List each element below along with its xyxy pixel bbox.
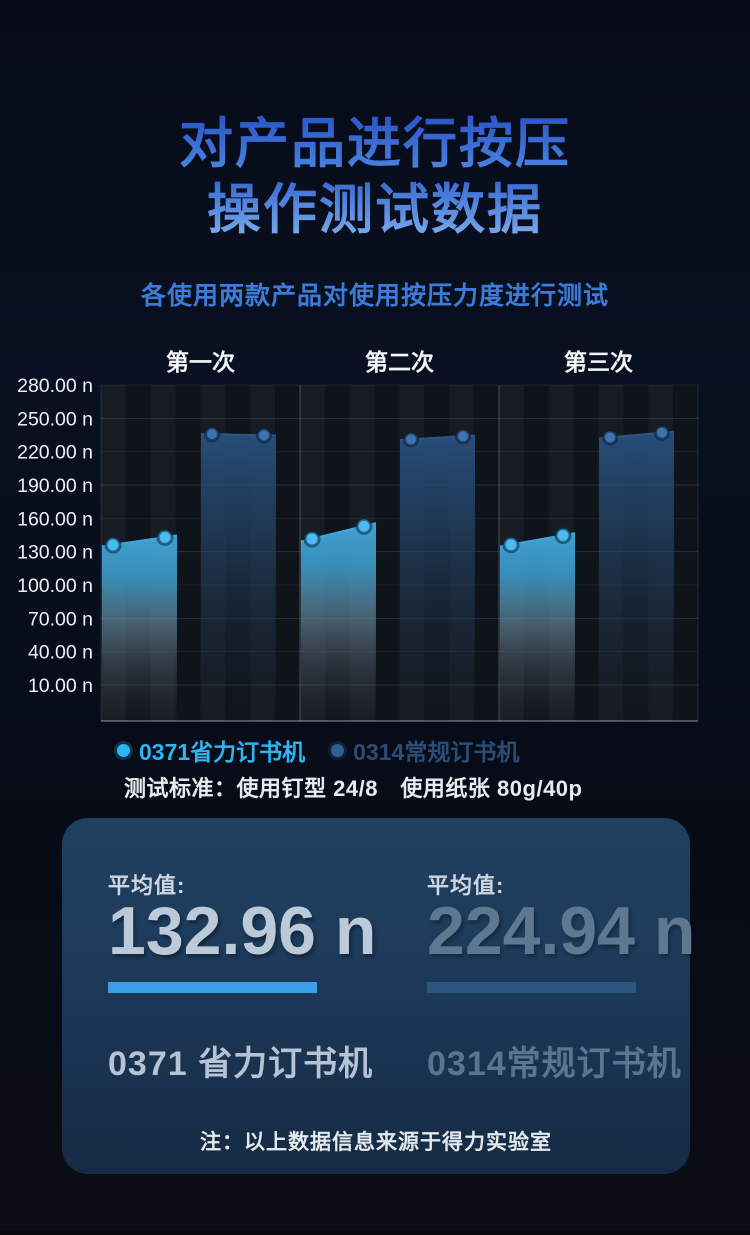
svg-text:280.00 n: 280.00 n bbox=[17, 375, 93, 397]
accent-underline-right bbox=[427, 982, 636, 993]
avg-label-left: 平均值: bbox=[108, 873, 186, 898]
svg-text:第二次: 第二次 bbox=[365, 349, 434, 375]
product-name-right: 0314常规订书机 bbox=[427, 1045, 682, 1083]
svg-text:40.00 n: 40.00 n bbox=[28, 642, 93, 664]
svg-text:130.00 n: 130.00 n bbox=[17, 542, 93, 564]
page-title-line2: 操作测试数据 bbox=[0, 178, 750, 244]
page-title: 对产品进行按压 操作测试数据 bbox=[0, 112, 750, 244]
legend-label: 0314常规订书机 bbox=[353, 739, 520, 765]
data-source-note: 注：以上数据信息来源于得力实验室 bbox=[200, 1131, 552, 1154]
page-title-line1: 对产品进行按压 bbox=[0, 112, 750, 178]
accent-underline-left bbox=[108, 982, 317, 993]
footer-divider bbox=[0, 1231, 750, 1235]
svg-text:第一次: 第一次 bbox=[166, 349, 235, 375]
page-subtitle: 各使用两款产品对使用按压力度进行测试 bbox=[140, 282, 609, 310]
legend-item-0314: 0314常规订书机 bbox=[331, 733, 519, 767]
svg-text:250.00 n: 250.00 n bbox=[17, 408, 93, 430]
avg-value-right: 224.94 n bbox=[427, 893, 696, 969]
chart-axes bbox=[100, 385, 699, 722]
svg-text:第三次: 第三次 bbox=[564, 349, 633, 375]
svg-text:70.00 n: 70.00 n bbox=[28, 608, 93, 630]
average-summary-card: 平均值: 平均值: 132.96 n 224.94 n 0371 省力订书机 0… bbox=[62, 818, 695, 1174]
legend-dot-icon bbox=[331, 743, 345, 757]
product-name-left: 0371 省力订书机 bbox=[108, 1045, 374, 1083]
avg-label-right: 平均值: bbox=[427, 873, 505, 898]
legend-item-0371: 0371省力订书机 bbox=[117, 733, 305, 767]
svg-text:100.00 n: 100.00 n bbox=[17, 575, 93, 597]
legend-dot-icon bbox=[117, 743, 130, 757]
chart-y-tick-labels: 280.00 n 250.00 n 220.00 n 190.00 n 160.00 n… bbox=[17, 375, 93, 697]
svg-text:10.00 n: 10.00 n bbox=[28, 675, 93, 697]
svg-text:190.00 n: 190.00 n bbox=[17, 475, 93, 497]
legend-label: 0371省力订书机 bbox=[139, 739, 306, 765]
chart-legend: 0371省力订书机 0314常规订书机 bbox=[117, 733, 519, 767]
avg-value-left: 132.96 n bbox=[108, 893, 377, 969]
chart-group-titles: 第一次 第二次 第三次 bbox=[166, 349, 633, 375]
press-force-chart: 第一次 第二次 第三次 280.00 n 250.00 n 220.00 n 190.00 … bbox=[0, 340, 750, 725]
chart-gridlines bbox=[101, 384, 698, 686]
test-standard-note: 测试标准：使用钉型 24/8 使用纸张 80g/40p bbox=[124, 776, 583, 801]
chart-series-0 bbox=[101, 517, 576, 721]
chart-series-1 bbox=[200, 424, 675, 721]
svg-text:220.00 n: 220.00 n bbox=[17, 442, 93, 464]
svg-text:160.00 n: 160.00 n bbox=[17, 508, 93, 530]
